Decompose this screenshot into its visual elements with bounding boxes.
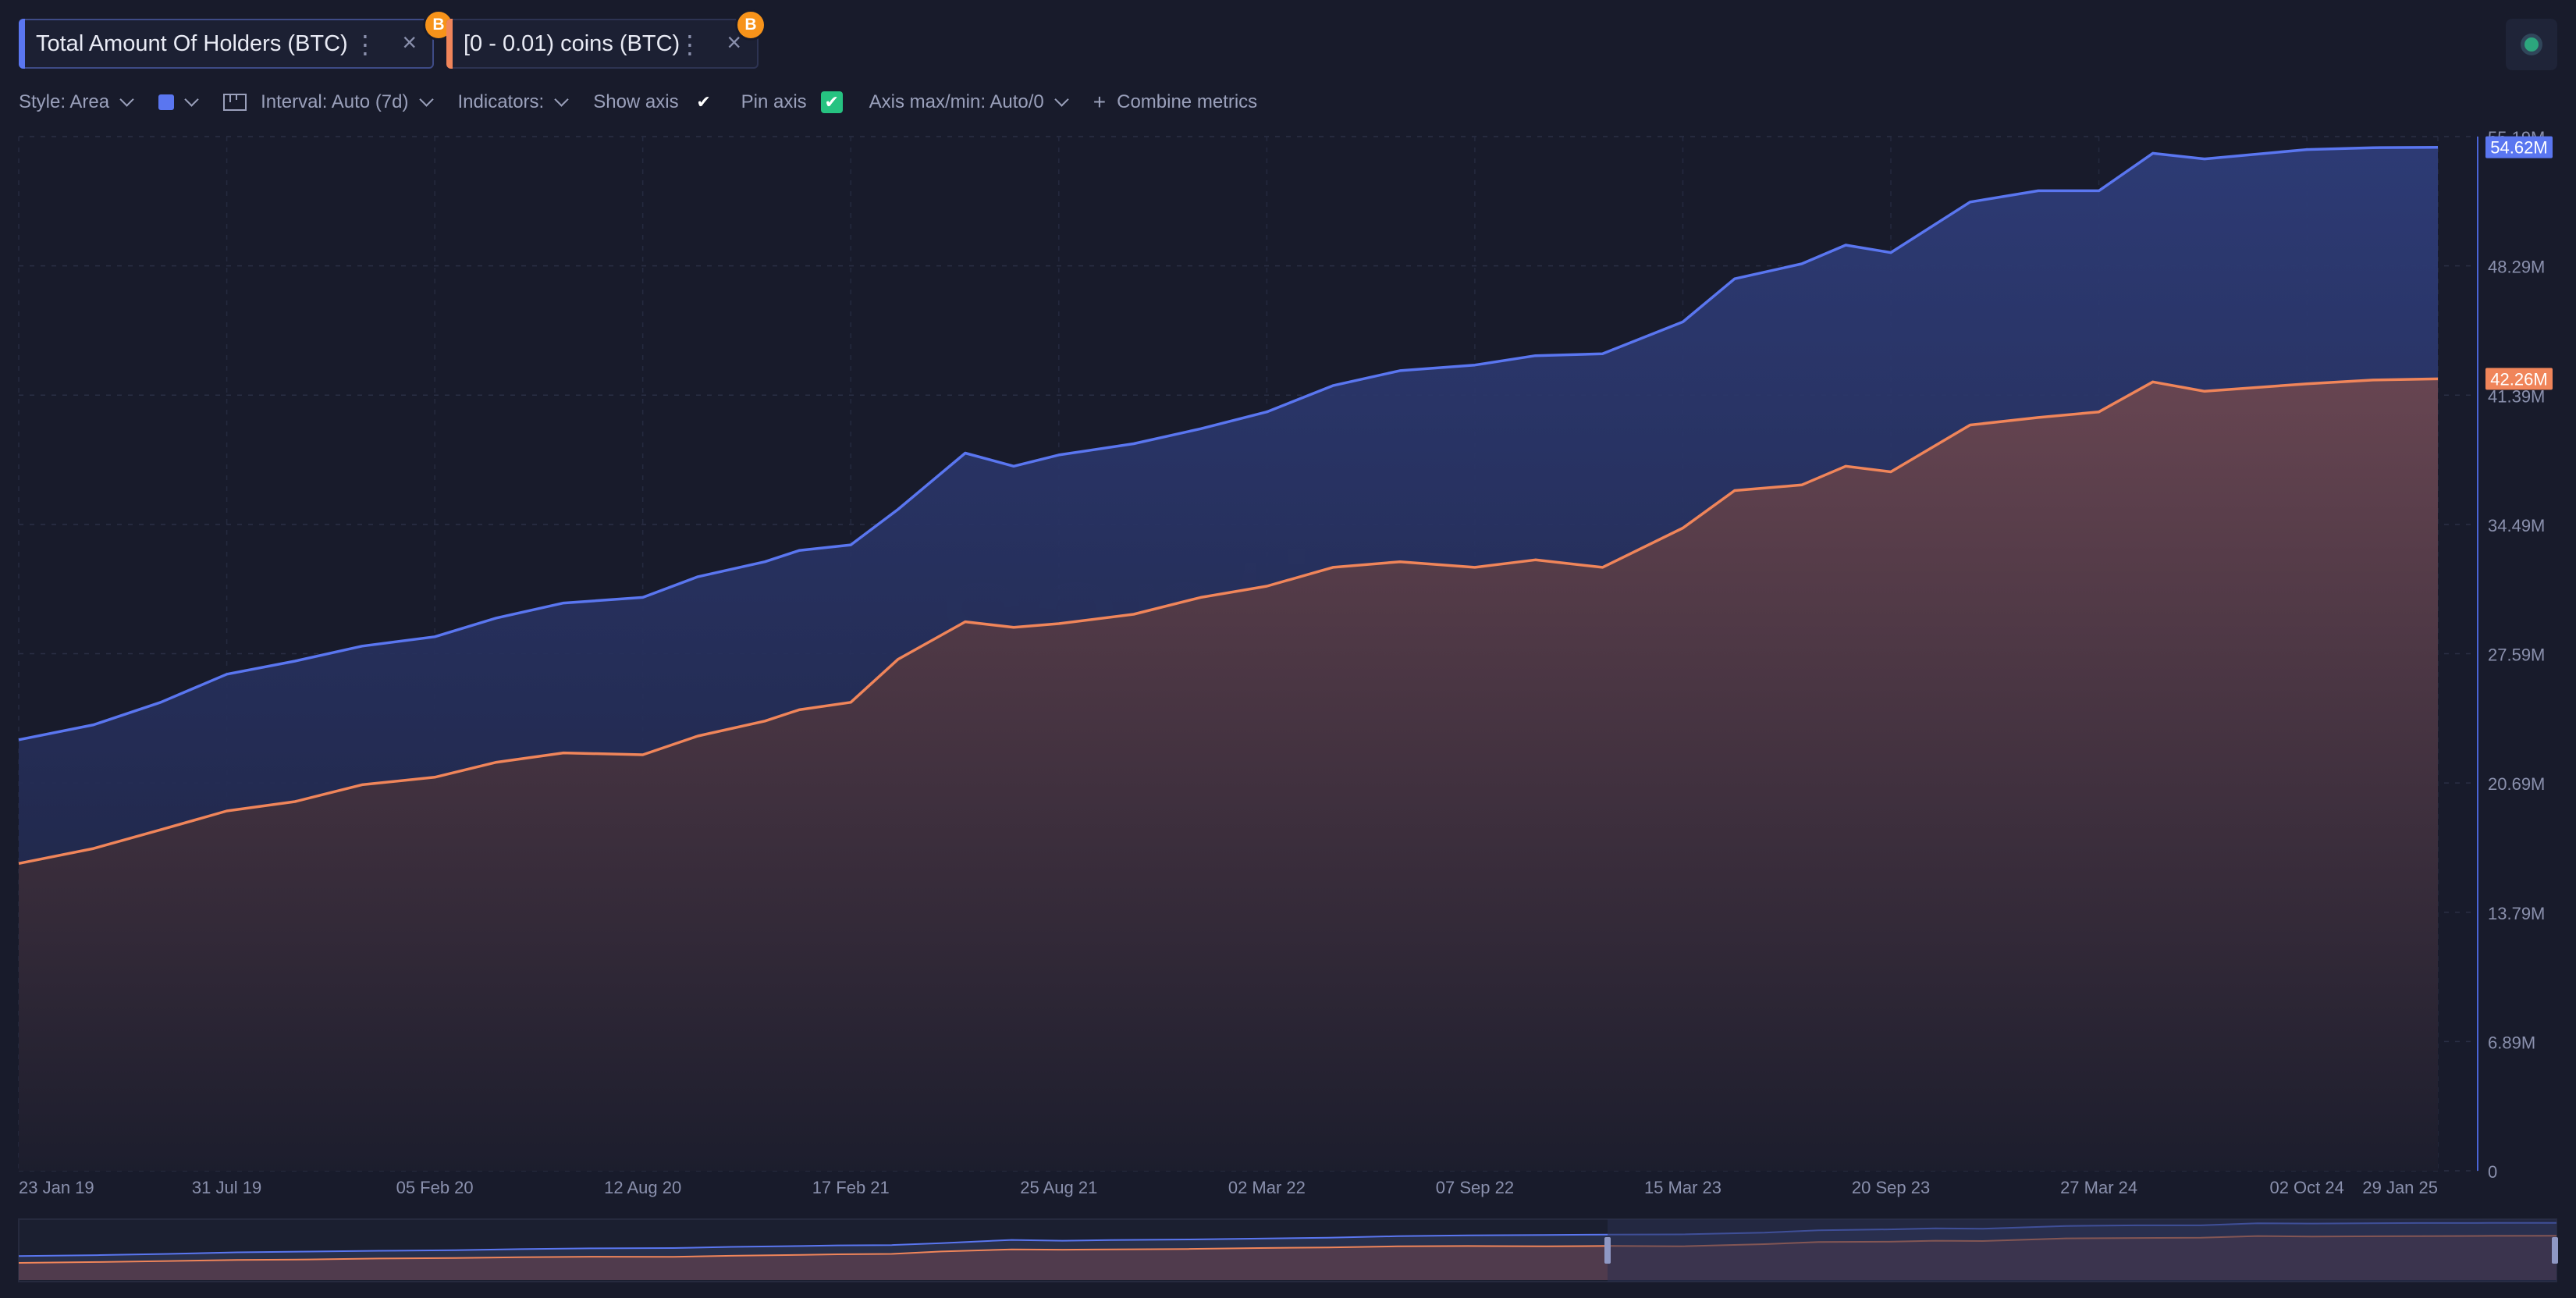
last-value-badge xyxy=(2485,136,2553,158)
x-tick-label: 02 Mar 22 xyxy=(1228,1178,1306,1197)
navigator-right-handle[interactable] xyxy=(2552,1237,2558,1264)
color-picker[interactable] xyxy=(158,91,199,110)
pin-axis-toggle[interactable]: Pin axis ✔ xyxy=(741,91,843,113)
x-tick-label: 15 Mar 23 xyxy=(1644,1178,1721,1197)
close-icon[interactable]: × xyxy=(402,28,417,56)
navigator-left-handle[interactable] xyxy=(1604,1237,1611,1264)
y-tick-label: 20.69M xyxy=(2488,774,2545,794)
checkmark-icon[interactable]: ✔ xyxy=(696,92,711,112)
series-area xyxy=(19,379,2438,1171)
series-lines xyxy=(18,145,2439,866)
x-tick-label: 29 Jan 25 xyxy=(2362,1178,2438,1197)
x-tick-label: 23 Jan 19 xyxy=(19,1178,94,1197)
x-axis-ticks: 23 Jan 19 31 Jul 19 05 Feb 20 12 Aug 20 17 F… xyxy=(19,1178,2438,1197)
more-vertical-icon[interactable]: ⋮ xyxy=(353,30,378,59)
metric-tab-small-coins[interactable]: [0 - 0.01) coins (BTC) ⋮ × B xyxy=(446,9,766,69)
metric-color-stripe xyxy=(446,19,453,69)
style-dropdown[interactable]: Style: Area xyxy=(19,91,134,113)
x-tick-label: 17 Feb 21 xyxy=(812,1178,890,1197)
interval-label: Interval: Auto (7d) xyxy=(261,91,409,112)
checkbox-checked-icon[interactable]: ✔ xyxy=(820,91,843,113)
last-value-badge xyxy=(2485,368,2553,390)
x-tick-label: 05 Feb 20 xyxy=(396,1178,474,1197)
show-axis-toggle[interactable]: Show axis ✔ xyxy=(593,91,714,113)
y-tick-label: 27.59M xyxy=(2488,645,2545,665)
chart-toolbar: Style: Area Interval: Auto (7d) Indicato… xyxy=(19,87,1284,117)
combine-metrics-button[interactable]: + Combine metrics xyxy=(1093,90,1257,115)
x-tick-label: 25 Aug 21 xyxy=(1020,1178,1097,1197)
last-value-label: 54.62M xyxy=(2490,138,2547,158)
metric-tab-total-holders[interactable]: Total Amount Of Holders (BTC) ⋮ × B xyxy=(19,9,454,69)
metric-tab-label: Total Amount Of Holders (BTC) xyxy=(36,30,348,56)
combine-metrics-label: Combine metrics xyxy=(1117,91,1258,112)
color-swatch xyxy=(158,94,175,110)
x-tick-label: 12 Aug 20 xyxy=(604,1178,681,1197)
status-indicator-button[interactable] xyxy=(2506,19,2557,70)
y-tick-label: 13.79M xyxy=(2488,904,2545,923)
status-dot-icon xyxy=(2524,37,2539,52)
x-tick-label: 07 Sep 22 xyxy=(1436,1178,1514,1197)
ruler-icon xyxy=(223,94,247,111)
bitcoin-icon: B xyxy=(735,9,766,41)
pin-axis-label: Pin axis xyxy=(741,91,807,112)
indicators-dropdown[interactable]: Indicators: xyxy=(457,91,569,113)
axis-maxmin-dropdown[interactable]: Axis max/min: Auto/0 xyxy=(869,91,1069,113)
x-tick-label: 20 Sep 23 xyxy=(1852,1178,1930,1197)
y-tick-label: 0 xyxy=(2488,1162,2497,1182)
metric-tab-label: [0 - 0.01) coins (BTC) xyxy=(464,30,680,56)
more-vertical-icon[interactable]: ⋮ xyxy=(677,30,702,59)
x-tick-label: 02 Oct 24 xyxy=(2269,1178,2343,1197)
style-label: Style: Area xyxy=(19,91,110,112)
navigator-selection[interactable] xyxy=(1608,1219,2556,1282)
y-axis-ticks: 55.19M48.29M41.39M34.49M27.59M20.69M13.7… xyxy=(2488,128,2545,1182)
axis-maxmin-label: Axis max/min: Auto/0 xyxy=(869,91,1044,112)
indicators-label: Indicators: xyxy=(457,91,545,112)
series-line xyxy=(18,145,2439,741)
x-tick-label: 31 Jul 19 xyxy=(192,1178,261,1197)
metric-color-stripe xyxy=(19,19,25,69)
series-areas xyxy=(19,147,2438,1172)
y-tick-label: 48.29M xyxy=(2488,258,2545,277)
show-axis-label: Show axis xyxy=(593,91,679,112)
last-value-label: 42.26M xyxy=(2490,369,2547,389)
series-line xyxy=(18,377,2439,866)
interval-dropdown[interactable]: Interval: Auto (7d) xyxy=(223,91,434,113)
y-tick-label: 34.49M xyxy=(2488,516,2545,535)
close-icon[interactable]: × xyxy=(727,28,741,56)
plus-icon: + xyxy=(1093,90,1107,114)
x-tick-label: 27 Mar 24 xyxy=(2060,1178,2137,1197)
y-tick-label: 6.89M xyxy=(2488,1033,2535,1052)
last-value-labels: 54.62M 42.26M xyxy=(2485,136,2553,390)
